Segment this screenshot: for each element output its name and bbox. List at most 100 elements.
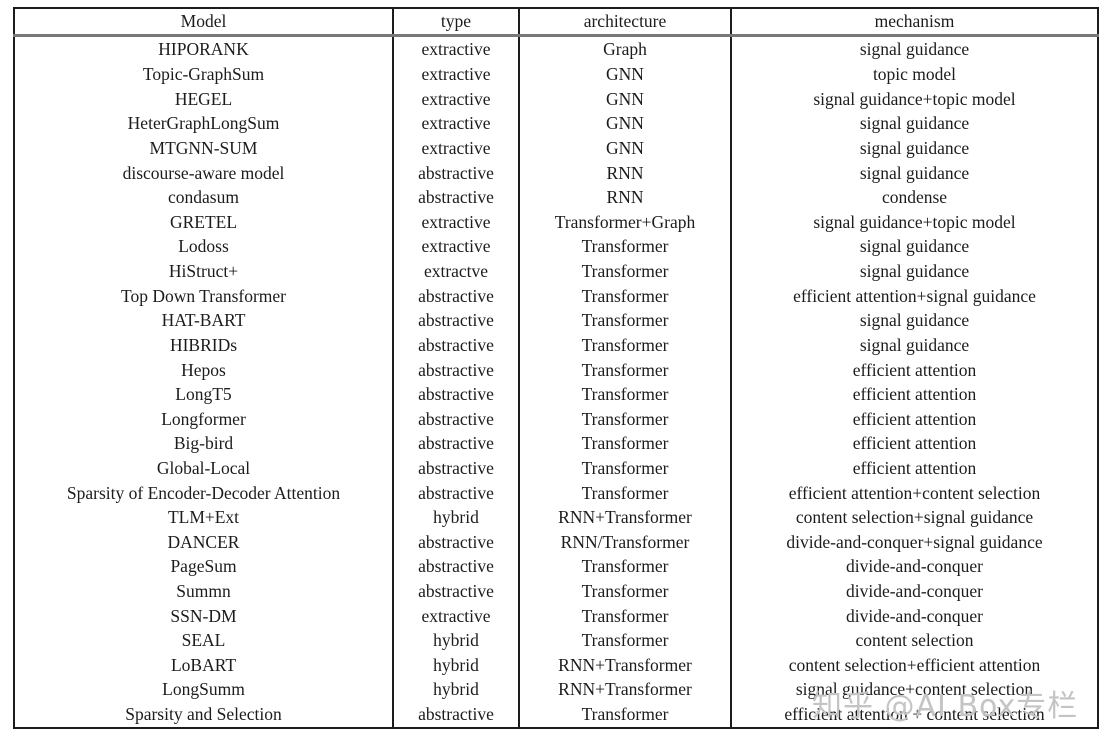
- model-cell: discourse-aware model: [122, 162, 285, 183]
- model-comparison-table: Model type architecture mechanism HIPORA…: [13, 7, 1099, 729]
- architecture-cell: Transformer: [518, 357, 731, 383]
- architecture-cell: GNN: [518, 62, 731, 87]
- architecture-cell: RNN+Transformer: [518, 677, 731, 702]
- architecture-cell: Transformer: [518, 578, 731, 604]
- model-cell: Sparsity and Selection: [125, 704, 282, 725]
- table-row: Summn abstractive Transformer divide-and-co…: [14, 578, 1098, 604]
- table-row: LongSumm hybrid RNN+Transformer signal guid…: [14, 677, 1098, 702]
- table-row: HIPORANK extractive Graph signal guidance: [14, 35, 1098, 63]
- model-cell: Lodoss: [178, 236, 229, 257]
- type-cell: abstractive: [392, 160, 519, 186]
- type-cell: extractive: [392, 35, 519, 63]
- table-row: discourse-aware model abstractive RNN signa…: [14, 160, 1098, 186]
- type-cell: extractive: [392, 234, 519, 259]
- type-cell: abstractive: [392, 554, 519, 579]
- mechanism-cell: content selection+efficient attention: [730, 652, 1098, 678]
- type-cell: abstractive: [392, 406, 519, 432]
- model-cell: TLM+Ext: [167, 507, 240, 528]
- table-row: Sparsity and Selection abstractive Transfo…: [14, 701, 1098, 728]
- table-row: Longformer abstractive Transformer efficien…: [14, 406, 1098, 432]
- model-cell: Summn: [176, 581, 231, 602]
- mechanism-cell: signal guidance: [730, 234, 1098, 259]
- type-cell: hybrid: [392, 628, 519, 653]
- mechanism-cell: signal guidance: [730, 111, 1098, 136]
- column-header-type: type: [392, 8, 519, 37]
- type-cell: extractive: [392, 209, 519, 235]
- model-cell: HEGEL: [174, 88, 233, 109]
- table-row: HEGEL extractive GNN signal guidance+topic …: [14, 86, 1098, 112]
- table-row: HiStruct+ extractve Transformer signal guid…: [14, 258, 1098, 284]
- mechanism-cell: efficient attention: [730, 382, 1098, 407]
- mechanism-cell: signal guidance: [730, 258, 1098, 284]
- model-cell: condasum: [168, 187, 239, 208]
- architecture-cell: Transformer+Graph: [518, 209, 731, 235]
- type-cell: extractve: [392, 258, 519, 284]
- table-row: DANCER abstractive RNN/Transformer divide-a…: [14, 529, 1098, 555]
- mechanism-cell: efficient attention: [730, 431, 1098, 456]
- mechanism-cell: efficient attention + content selection: [730, 701, 1098, 728]
- table-row: Lodoss extractive Transformer signal guidan…: [14, 234, 1098, 259]
- architecture-cell: Transformer: [518, 234, 731, 259]
- mechanism-cell: topic model: [730, 62, 1098, 87]
- model-cell: SSN-DM: [170, 605, 237, 626]
- mechanism-cell: efficient attention: [730, 455, 1098, 481]
- table-row: Hepos abstractive Transformer efficient att…: [14, 357, 1098, 383]
- mechanism-cell: condense: [730, 185, 1098, 210]
- table-row: Sparsity of Encoder-Decoder Attention abs…: [14, 480, 1098, 506]
- table-row: SSN-DM extractive Transformer divide-and-co…: [14, 603, 1098, 629]
- table-row: GRETEL extractive Transformer+Graph signal …: [14, 209, 1098, 235]
- table-row: HIBRIDs abstractive Transformer signal guid…: [14, 332, 1098, 358]
- model-cell: DANCER: [167, 531, 240, 552]
- column-header-mechanism: mechanism: [730, 8, 1098, 37]
- table-row: PageSum abstractive Transformer divide-and-…: [14, 554, 1098, 579]
- architecture-cell: Transformer: [518, 554, 731, 579]
- mechanism-cell: efficient attention: [730, 406, 1098, 432]
- type-cell: extractive: [392, 111, 519, 136]
- architecture-cell: RNN+Transformer: [518, 505, 731, 530]
- mechanism-cell: signal guidance+topic model: [730, 86, 1098, 112]
- table-row: LongT5 abstractive Transformer efficient at…: [14, 382, 1098, 407]
- model-cell: Top Down Transformer: [120, 285, 287, 306]
- column-header-model: Model: [14, 8, 393, 37]
- model-cell: SEAL: [181, 630, 226, 651]
- type-cell: extractive: [392, 62, 519, 87]
- type-cell: abstractive: [392, 308, 519, 333]
- mechanism-cell: signal guidance: [730, 135, 1098, 161]
- architecture-cell: Transformer: [518, 455, 731, 481]
- architecture-cell: Transformer: [518, 308, 731, 333]
- mechanism-cell: divide-and-conquer: [730, 578, 1098, 604]
- type-cell: extractive: [392, 135, 519, 161]
- table-body: HIPORANK extractive Graph signal guidance To…: [14, 35, 1098, 728]
- mechanism-cell: content selection: [730, 628, 1098, 653]
- mechanism-cell: divide-and-conquer: [730, 603, 1098, 629]
- model-cell: GRETEL: [169, 211, 238, 232]
- table-row: Big-bird abstractive Transformer efficient …: [14, 431, 1098, 456]
- type-cell: abstractive: [392, 185, 519, 210]
- model-cell: LongSumm: [162, 679, 245, 700]
- table-row: Top Down Transformer abstractive Transform…: [14, 283, 1098, 309]
- type-cell: abstractive: [392, 480, 519, 506]
- table-row: Topic-GraphSum extractive GNN topic model: [14, 62, 1098, 87]
- model-cell: PageSum: [170, 556, 237, 577]
- architecture-cell: GNN: [518, 135, 731, 161]
- model-cell: Big-bird: [173, 433, 234, 454]
- type-cell: abstractive: [392, 382, 519, 407]
- mechanism-cell: signal guidance: [730, 308, 1098, 333]
- architecture-cell: RNN+Transformer: [518, 652, 731, 678]
- model-cell: LongT5: [175, 384, 232, 405]
- table-row: condasum abstractive RNN condense: [14, 185, 1098, 210]
- architecture-cell: Transformer: [518, 628, 731, 653]
- type-cell: abstractive: [392, 578, 519, 604]
- mechanism-cell: signal guidance: [730, 332, 1098, 358]
- type-cell: extractive: [392, 603, 519, 629]
- table-header: Model type architecture mechanism: [14, 8, 1098, 37]
- mechanism-cell: efficient attention: [730, 357, 1098, 383]
- architecture-cell: RNN/Transformer: [518, 529, 731, 555]
- model-cell: Sparsity of Encoder-Decoder Attention: [66, 482, 341, 503]
- architecture-cell: Transformer: [518, 283, 731, 309]
- mechanism-cell: efficient attention+content selection: [730, 480, 1098, 506]
- type-cell: hybrid: [392, 505, 519, 530]
- mechanism-cell: divide-and-conquer+signal guidance: [730, 529, 1098, 555]
- table-row: TLM+Ext hybrid RNN+Transformer content sele…: [14, 505, 1098, 530]
